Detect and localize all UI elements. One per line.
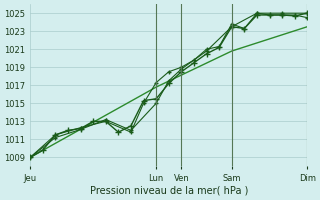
X-axis label: Pression niveau de la mer( hPa ): Pression niveau de la mer( hPa ): [90, 186, 248, 196]
